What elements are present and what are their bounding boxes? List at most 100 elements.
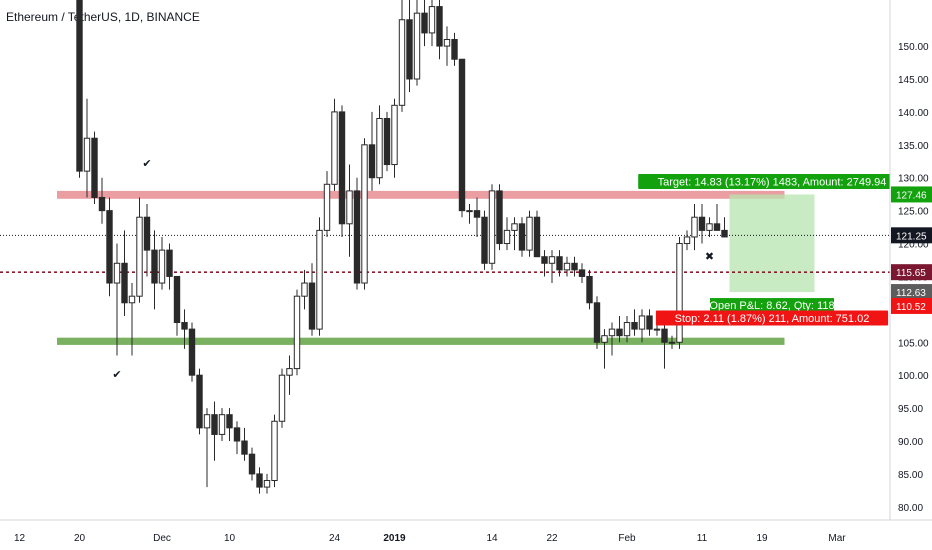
candle[interactable] — [436, 6, 443, 47]
candle[interactable] — [301, 282, 308, 297]
candle[interactable] — [376, 117, 383, 179]
x-tick-label: 2019 — [383, 533, 406, 544]
candle[interactable] — [113, 262, 121, 284]
candle[interactable] — [398, 19, 406, 106]
candle[interactable] — [203, 414, 211, 429]
candle[interactable] — [541, 256, 548, 264]
candle[interactable] — [361, 144, 368, 284]
candle[interactable] — [481, 216, 488, 264]
candle[interactable] — [706, 223, 713, 231]
candle[interactable] — [488, 190, 496, 264]
candle[interactable] — [143, 216, 151, 251]
candle[interactable] — [503, 229, 511, 245]
x-tick-label: 14 — [486, 533, 498, 544]
candle[interactable] — [623, 322, 631, 337]
candle[interactable] — [421, 12, 428, 34]
stop-label: Stop: 2.11 (1.87%) 211, Amount: 751.02 — [675, 313, 870, 325]
candle[interactable] — [353, 190, 361, 284]
candle[interactable] — [668, 341, 676, 344]
candle[interactable] — [218, 414, 226, 435]
candle[interactable] — [721, 229, 728, 238]
candle[interactable] — [263, 480, 271, 488]
price-tag: 115.65 — [896, 268, 926, 279]
candle[interactable] — [713, 223, 721, 231]
candle[interactable] — [151, 249, 158, 284]
candle[interactable] — [226, 414, 233, 429]
target-zone — [729, 194, 815, 293]
candle[interactable] — [526, 216, 533, 251]
price-tag-bg — [891, 227, 932, 244]
x-tick-label: Mar — [828, 533, 846, 544]
candle[interactable] — [181, 322, 188, 330]
candle[interactable] — [698, 216, 706, 231]
candle[interactable] — [676, 243, 683, 343]
candle[interactable] — [406, 19, 413, 80]
candle[interactable] — [286, 368, 293, 376]
candle[interactable] — [473, 210, 481, 218]
candle[interactable] — [661, 328, 668, 343]
candle[interactable] — [646, 315, 653, 330]
candle[interactable] — [683, 236, 691, 245]
candle[interactable] — [451, 38, 458, 60]
candle[interactable] — [458, 58, 466, 212]
candle[interactable] — [631, 322, 638, 330]
candle[interactable] — [331, 111, 338, 185]
candle[interactable] — [338, 111, 346, 225]
candle[interactable] — [368, 144, 376, 179]
candle[interactable] — [196, 374, 203, 429]
candle[interactable] — [556, 256, 563, 271]
candle[interactable] — [586, 275, 593, 304]
price-tag: 110.52 — [896, 302, 926, 313]
candle[interactable] — [256, 473, 263, 488]
candle[interactable] — [188, 328, 196, 376]
candle[interactable] — [428, 6, 436, 34]
candle[interactable] — [308, 282, 316, 330]
candle[interactable] — [136, 216, 143, 297]
candle[interactable] — [293, 295, 301, 370]
candle[interactable] — [383, 117, 391, 166]
candle[interactable] — [413, 12, 421, 80]
y-tick-label: 80.00 — [898, 503, 923, 514]
candle[interactable] — [76, 0, 83, 172]
candle[interactable] — [601, 335, 608, 343]
candle[interactable] — [248, 453, 256, 475]
candle[interactable] — [511, 223, 518, 231]
candle[interactable] — [638, 315, 646, 330]
candle[interactable] — [173, 275, 181, 324]
candle[interactable] — [106, 210, 113, 284]
candle[interactable] — [653, 328, 661, 331]
candle[interactable] — [323, 183, 331, 231]
candle[interactable] — [316, 229, 323, 330]
candle[interactable] — [91, 137, 98, 198]
candle[interactable] — [271, 420, 278, 482]
candle[interactable] — [533, 216, 541, 258]
candle[interactable] — [278, 374, 286, 422]
candle[interactable] — [616, 328, 623, 337]
candle[interactable] — [233, 427, 241, 442]
candle[interactable] — [443, 38, 451, 47]
candle[interactable] — [563, 262, 571, 271]
candle[interactable] — [98, 196, 106, 212]
candle[interactable] — [121, 262, 128, 304]
candle[interactable] — [466, 210, 473, 213]
y-tick-label: 100.00 — [898, 371, 929, 382]
candle[interactable] — [571, 262, 578, 271]
candle[interactable] — [211, 414, 218, 435]
candle[interactable] — [548, 256, 556, 264]
candle[interactable] — [166, 249, 173, 277]
candle[interactable] — [391, 104, 398, 166]
time-axis-bg — [0, 520, 932, 550]
candle[interactable] — [241, 440, 248, 455]
candle[interactable] — [83, 137, 91, 172]
candle[interactable] — [691, 216, 698, 238]
candle[interactable] — [346, 190, 353, 225]
candle[interactable] — [518, 223, 526, 251]
candle[interactable] — [593, 302, 601, 343]
y-tick-label: 145.00 — [898, 75, 929, 86]
candle[interactable] — [608, 328, 616, 337]
candle[interactable] — [578, 269, 586, 277]
candle[interactable] — [496, 190, 503, 245]
candle[interactable] — [128, 295, 136, 304]
candle[interactable] — [158, 249, 166, 284]
